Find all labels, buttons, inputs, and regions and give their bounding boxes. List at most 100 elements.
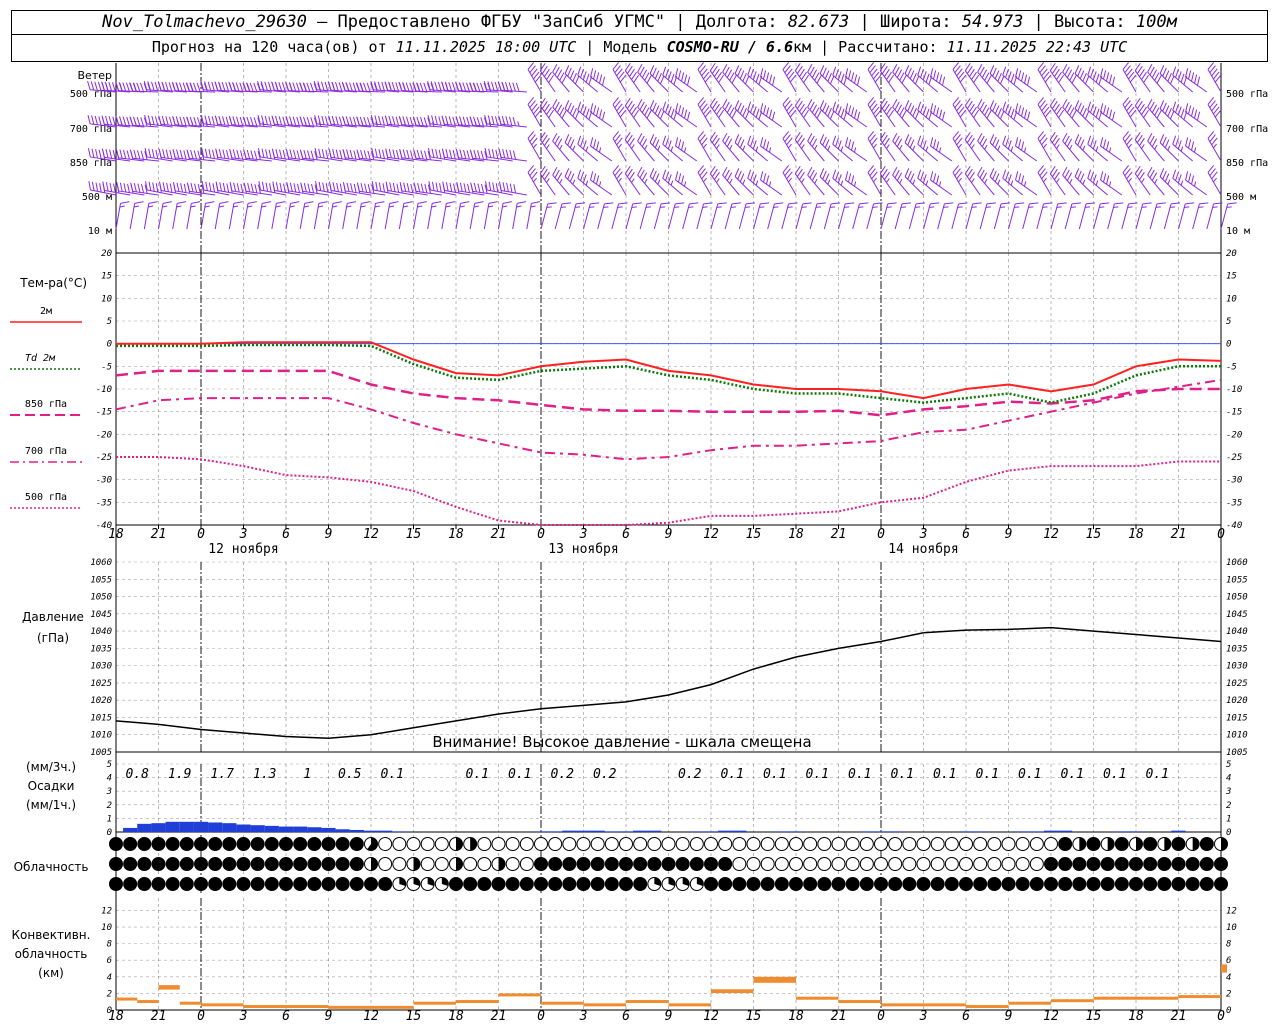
wind-barb-feather-3 [453,183,456,193]
wind-barb-feather-3 [768,181,772,187]
wind-barb-feather-1 [699,100,706,108]
conv-y-tick-right: 6 [1226,956,1231,966]
hour-tick-label-bottom: 15 [406,1009,422,1024]
wind-barb-feather-2 [871,137,878,146]
wind-barb-feather-4 [1213,202,1223,205]
wind-barb-feather-3 [851,175,855,185]
wind-barb-feather-1 [973,109,980,118]
wind-barb-feather-2 [840,146,844,152]
wind-barb-feather-1 [1064,101,1070,111]
cloud-mid-fill [534,857,548,871]
cloud-mid-fill [548,857,562,871]
cloud-low [704,837,718,851]
pressure-y-tick: 1040 [90,627,112,637]
precip-bar [859,831,874,832]
wind-barb-feather-4 [844,206,850,208]
hour-tick-label-bottom: 12 [703,1009,719,1024]
wind-barb-feather-1 [881,100,888,109]
wind-barb-feather-1 [1051,100,1058,109]
wind-barb-2 [892,140,910,162]
wind-barb-feather-3 [272,181,276,191]
wind-barb-feather-2 [310,150,314,160]
cloud-low [590,837,605,851]
wind-barb-feather-1 [933,105,937,115]
pressure-y-tick-right: 1025 [1226,679,1248,689]
cloud-mid-fill [1101,857,1115,871]
wind-barb-1 [930,111,953,128]
cloud-low [902,837,917,851]
wind-barb-feather-1 [544,103,550,112]
wind-barb-3 [487,189,513,196]
wind-barb-feather-1 [517,121,520,127]
wind-barb-feather-0 [1082,72,1087,82]
cloud-low [505,837,520,851]
wind-barb-feather-2 [784,134,791,142]
wind-barb-feather-2 [992,136,997,146]
conv-bar [116,997,138,1001]
wind-barb-feather-3 [907,170,912,180]
wind-barb-feather-1 [683,109,688,119]
wind-barb-feather-3 [992,170,997,180]
wind-barb-feather-4 [318,205,324,208]
wind-barb-feather-0 [829,75,835,85]
wind-barb-feather-4 [901,202,911,205]
wind-barb-feather-4 [645,206,651,208]
wind-barb-feather-4 [261,205,267,208]
wind-barb-feather-3 [172,182,176,192]
wind-barb-0 [316,89,343,93]
precip-bar [774,831,789,832]
wind-barb-2 [1100,145,1123,162]
wind-barb-feather-0 [1041,68,1048,77]
wind-barb-feather-2 [917,135,922,145]
wind-barb-feather-2 [353,150,357,160]
wind-barb-feather-1 [958,106,965,115]
wind-barb-feather-1 [665,103,669,113]
wind-barb-feather-1 [494,116,499,126]
wind-barb-feather-3 [904,168,910,177]
wind-barb-feather-0 [527,62,535,70]
wind-barb-feather-0 [462,82,467,92]
wind-barb-feather-1 [619,109,627,118]
wind-barb-feather-0 [235,82,240,92]
wind-barb-feather-0 [619,74,627,83]
wind-barb-feather-3 [336,182,339,192]
cloud-mid [774,857,789,871]
wind-barb-feather-1 [342,115,346,125]
wind-barb-feather-4 [1028,206,1034,208]
hour-tick-label-bottom: 15 [1086,1009,1102,1024]
wind-barb-feather-1 [289,116,293,126]
wind-barb-feather-4 [745,206,751,208]
wind-barb-feather-4 [417,205,423,208]
wind-barb-feather-1 [529,100,536,108]
pressure-y-tick-right: 1040 [1226,627,1248,637]
wind-barb-feather-3 [794,165,801,174]
wind-barb-feather-2 [657,145,661,151]
wind-barb-feather-0 [1159,65,1165,74]
cloud-low [930,837,945,851]
pressure-y-tick: 1020 [90,696,112,706]
wind-barb-feather-0 [335,81,339,91]
wind-barb-feather-0 [171,81,176,91]
wind-barb-feather-3 [1064,169,1070,179]
wind-barb-feather-2 [1180,146,1184,152]
wind-barb-2 [245,157,272,162]
wind-barb-feather-1 [670,108,675,118]
wind-barb-2 [1015,145,1038,162]
conv-title-1: Конвективн. [12,928,91,942]
cloud-low [477,837,492,851]
wind-barb-feather-3 [703,177,707,183]
cloud-mid [1001,857,1016,871]
wind-barb-feather-2 [1209,134,1216,142]
wind-barb-feather-0 [794,62,801,71]
t2m-series [116,341,1222,400]
wind-barb-feather-3 [782,165,790,173]
wind-barb-feather-1 [554,101,560,111]
cloud-mid-fill [109,857,123,871]
precip-bar [888,831,903,832]
wind-barb-feather-0 [734,65,740,74]
wind-barb-4 [1008,203,1016,230]
wind-barb-feather-0 [894,66,900,76]
wind-barb-feather-1 [681,107,685,117]
wind-barb-feather-3 [449,182,453,192]
wind-barb-feather-2 [201,148,205,158]
